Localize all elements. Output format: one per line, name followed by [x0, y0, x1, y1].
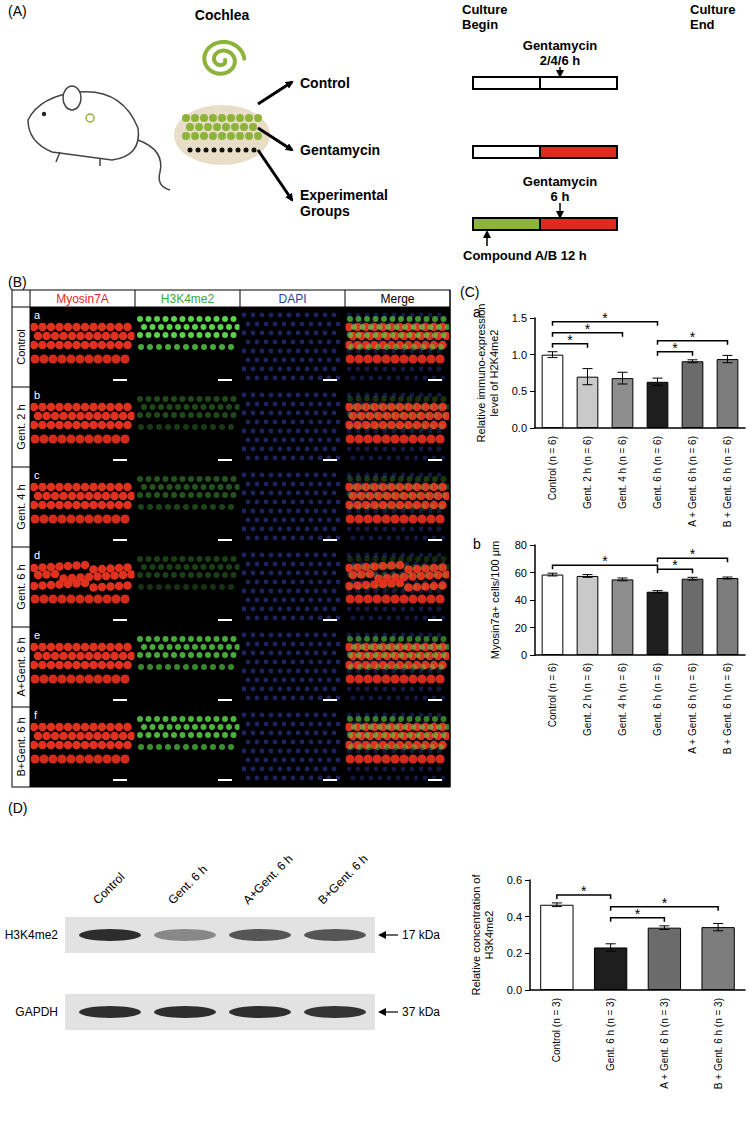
svg-text:(B): (B)	[8, 274, 27, 290]
svg-text:Gent. 2 h (n = 6): Gent. 2 h (n = 6)	[582, 663, 593, 736]
svg-text:Gent. 4 h: Gent. 4 h	[15, 484, 27, 529]
svg-text:Gent. 6 h (n = 3): Gent. 6 h (n = 3)	[605, 998, 616, 1071]
svg-text:a: a	[473, 304, 481, 320]
svg-text:Control (n = 6): Control (n = 6)	[547, 436, 558, 500]
svg-text:Control (n = 3): Control (n = 3)	[551, 998, 562, 1062]
svg-text:0.0: 0.0	[512, 422, 527, 434]
svg-text:Control: Control	[300, 75, 350, 91]
svg-text:A + Gent. 6 h (n = 6): A + Gent. 6 h (n = 6)	[687, 436, 698, 527]
svg-text:H3K4me2: H3K4me2	[5, 928, 59, 942]
svg-text:b: b	[34, 389, 40, 401]
svg-text:c: c	[34, 469, 40, 481]
svg-text:Cochlea: Cochlea	[195, 7, 250, 23]
svg-text:A + Gent. 6 h (n = 3): A + Gent. 6 h (n = 3)	[659, 998, 670, 1089]
svg-text:(D): (D)	[8, 800, 27, 816]
svg-text:Gent. 4 h (n = 6): Gent. 4 h (n = 6)	[617, 663, 628, 736]
svg-text:Control: Control	[15, 329, 27, 364]
svg-text:A+Gent. 6 h: A+Gent. 6 h	[240, 852, 295, 907]
svg-text:Gent. 6 h: Gent. 6 h	[165, 862, 210, 907]
svg-text:0: 0	[521, 649, 527, 661]
svg-text:*: *	[585, 321, 591, 337]
svg-text:Control (n = 6): Control (n = 6)	[547, 663, 558, 727]
svg-text:a: a	[34, 309, 41, 321]
svg-text:level of H2K4me2: level of H2K4me2	[488, 330, 500, 417]
svg-text:1.5: 1.5	[512, 312, 527, 324]
svg-text:Control: Control	[90, 870, 127, 907]
svg-text:B+Gent. 6 h: B+Gent. 6 h	[315, 852, 370, 907]
svg-text:ExperimentalGroups: ExperimentalGroups	[300, 187, 388, 219]
svg-text:*: *	[567, 332, 573, 348]
svg-text:DAPI: DAPI	[278, 292, 306, 306]
svg-text:Gent. 2 h (n = 6): Gent. 2 h (n = 6)	[582, 436, 593, 509]
svg-text:*: *	[690, 329, 696, 345]
svg-text:d: d	[34, 549, 40, 561]
svg-text:*: *	[635, 906, 641, 922]
svg-text:B + Gent. 6 h (n = 6): B + Gent. 6 h (n = 6)	[722, 436, 733, 527]
svg-text:Myosin7a+ cells/100 μm: Myosin7a+ cells/100 μm	[489, 541, 501, 660]
svg-text:Compound A/B 12 h: Compound A/B 12 h	[463, 248, 587, 263]
svg-text:17 kDa: 17 kDa	[402, 928, 440, 942]
svg-text:*: *	[672, 340, 678, 356]
svg-text:(C): (C)	[460, 284, 479, 300]
svg-text:Relative immuno-expression: Relative immuno-expression	[475, 304, 487, 443]
svg-text:1.0: 1.0	[512, 349, 527, 361]
svg-text:20: 20	[515, 622, 527, 634]
svg-text:40: 40	[515, 594, 527, 606]
svg-text:*: *	[602, 310, 608, 326]
svg-text:H3K4me2: H3K4me2	[483, 911, 495, 960]
svg-text:b: b	[473, 536, 481, 552]
svg-text:A+Gent. 6 h: A+Gent. 6 h	[15, 637, 27, 696]
svg-text:Gentamycin: Gentamycin	[300, 142, 380, 158]
svg-text:Gent. 4 h (n = 6): Gent. 4 h (n = 6)	[617, 436, 628, 509]
svg-text:0.4: 0.4	[507, 911, 522, 923]
svg-text:37 kDa: 37 kDa	[402, 1005, 440, 1019]
svg-text:Gent. 2 h: Gent. 2 h	[15, 404, 27, 449]
svg-text:*: *	[602, 553, 608, 569]
svg-text:*: *	[662, 895, 668, 911]
svg-text:Myosin7A: Myosin7A	[56, 292, 109, 306]
svg-text:*: *	[672, 557, 678, 573]
svg-text:0.6: 0.6	[507, 874, 522, 886]
svg-text:*: *	[581, 883, 587, 899]
svg-text:0.0: 0.0	[507, 984, 522, 996]
svg-text:Gent. 6 h (n = 6): Gent. 6 h (n = 6)	[652, 663, 663, 736]
svg-text:*: *	[690, 546, 696, 562]
svg-text:60: 60	[515, 567, 527, 579]
svg-text:80: 80	[515, 539, 527, 551]
svg-text:f: f	[34, 709, 38, 721]
svg-text:Gentamycin6 h: Gentamycin6 h	[523, 174, 597, 204]
svg-text:B + Gent. 6 h (n = 3): B + Gent. 6 h (n = 3)	[713, 998, 724, 1089]
svg-text:Gent. 6 h (n = 6): Gent. 6 h (n = 6)	[652, 436, 663, 509]
svg-text:CultureEnd: CultureEnd	[690, 2, 736, 32]
svg-text:0.5: 0.5	[512, 385, 527, 397]
svg-text:e: e	[34, 629, 40, 641]
svg-text:Merge: Merge	[380, 292, 414, 306]
svg-text:B + Gent. 6 h (n = 6): B + Gent. 6 h (n = 6)	[722, 663, 733, 754]
svg-text:Relative concentration of: Relative concentration of	[470, 874, 482, 996]
svg-text:(A): (A)	[8, 3, 27, 19]
svg-text:Gent. 6 h: Gent. 6 h	[15, 564, 27, 609]
svg-text:Gentamycin2/4/6 h: Gentamycin2/4/6 h	[523, 38, 597, 68]
svg-text:GAPDH: GAPDH	[15, 1005, 58, 1019]
svg-text:0.2: 0.2	[507, 947, 522, 959]
svg-text:B+Gent. 6 h: B+Gent. 6 h	[15, 717, 27, 776]
svg-text:H3K4me2: H3K4me2	[161, 292, 215, 306]
svg-text:A + Gent. 6 h (n = 6): A + Gent. 6 h (n = 6)	[687, 663, 698, 754]
svg-text:CultureBegin: CultureBegin	[462, 2, 508, 32]
